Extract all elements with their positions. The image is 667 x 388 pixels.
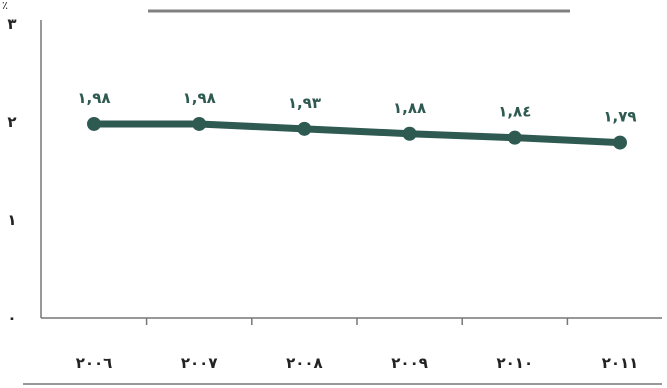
data-point [613, 135, 627, 150]
x-tick-label: ٢٠١٠ [496, 354, 533, 372]
data-labels: ١,٩٨ ١,٩٨ ١,٩٣ ١,٨٨ ١,٨٤ ١,٧٩ [77, 89, 636, 126]
series-group [87, 116, 627, 150]
x-tick-label: ٢٠٠٦ [76, 354, 113, 372]
y-tick-labels: ٠ ١ ٢ ٣ [7, 15, 16, 327]
x-tick-label: ٢٠١١ [602, 354, 639, 372]
x-tick-label: ٢٠٠٧ [181, 354, 218, 372]
x-tick-label: ٢٠٠٩ [391, 354, 428, 372]
data-label: ١,٨٤ [498, 103, 531, 121]
data-point [192, 116, 207, 131]
data-point [297, 121, 312, 136]
x-tick-label: ٢٠٠٨ [286, 354, 323, 372]
data-label: ١,٨٨ [393, 99, 426, 117]
data-label: ١,٩٨ [77, 89, 110, 107]
y-tick-label: ٣ [7, 15, 16, 33]
data-label: ١,٧٩ [603, 108, 636, 126]
y-tick-label: ٠ [7, 309, 16, 327]
y-unit-label: ٪ [2, 0, 8, 12]
x-tick-marks [145, 318, 569, 325]
data-label: ١,٩٨ [183, 89, 216, 107]
y-tick-label: ١ [7, 211, 16, 229]
data-point [507, 130, 522, 145]
data-label: ١,٩٣ [288, 94, 321, 112]
y-tick-label: ٢ [7, 113, 16, 131]
data-point [87, 116, 101, 131]
data-point [402, 126, 417, 141]
series-line [90, 120, 624, 147]
x-tick-labels: ٢٠٠٦ ٢٠٠٧ ٢٠٠٨ ٢٠٠٩ ٢٠١٠ ٢٠١١ [76, 354, 639, 372]
